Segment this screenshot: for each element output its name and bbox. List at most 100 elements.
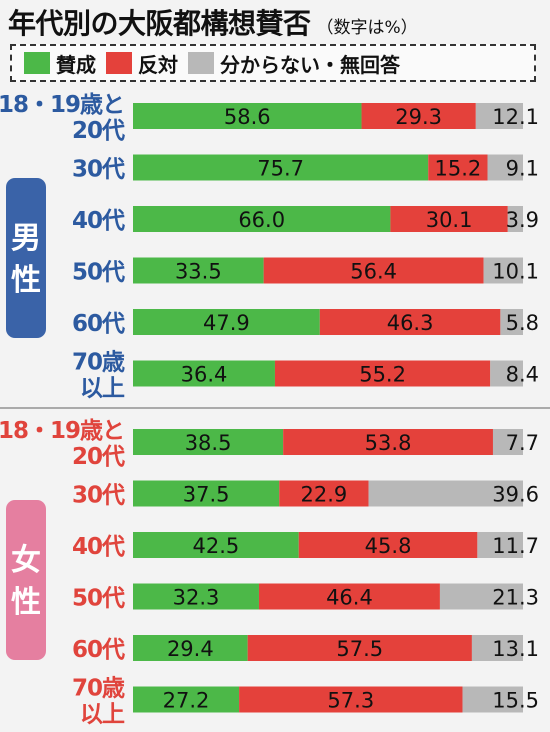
group-badge-char: 性 [11, 585, 41, 620]
legend-item-disagree: 反対 [106, 49, 178, 78]
bar-segment-disagree [390, 206, 508, 232]
data-label-agree: 47.9 [203, 311, 250, 335]
data-label-disagree: 46.4 [326, 586, 373, 610]
data-label-disagree: 15.2 [434, 157, 481, 181]
category-label: 以上 [80, 702, 125, 728]
data-label-disagree: 57.5 [336, 637, 383, 661]
data-label-agree: 66.0 [238, 208, 285, 232]
group-badge-char: 性 [11, 263, 41, 298]
data-label-agree: 37.5 [183, 483, 230, 507]
bar-segment-unknown [439, 583, 523, 610]
data-label-agree: 58.6 [224, 105, 271, 129]
data-label-disagree: 30.1 [426, 208, 473, 232]
title-main: 年代別の大阪都構想賛否 [8, 7, 311, 40]
category-label: 60代 [72, 637, 125, 663]
bar-segment-unknown [500, 309, 523, 335]
bar-segment-agree [133, 532, 299, 558]
bar-segment-disagree [283, 429, 493, 455]
group-badge-char: 男 [11, 221, 41, 256]
data-label-unknown: 15.5 [492, 689, 539, 713]
legend-label-unknown: 分からない・無回答 [220, 52, 400, 77]
bar-segment-unknown [368, 480, 523, 507]
bar-segment-disagree [319, 309, 501, 335]
data-label-disagree: 29.3 [395, 105, 442, 129]
bar-segment-unknown [477, 532, 523, 558]
data-label-disagree: 45.8 [365, 534, 412, 558]
bar-segment-unknown [483, 257, 523, 284]
data-label-agree: 29.4 [167, 637, 214, 661]
bar-segment-agree [133, 480, 280, 507]
category-label: 40代 [72, 208, 125, 234]
bar-segment-agree [133, 103, 362, 129]
category-label: 70歳 [72, 676, 125, 702]
legend-item-unknown: 分からない・無回答 [188, 49, 400, 78]
category-label: 20代 [72, 444, 125, 470]
bar-segment-unknown [462, 686, 523, 713]
bar-segment-agree [133, 257, 264, 284]
bar-segment-disagree [239, 686, 463, 713]
legend-swatch-unknown [188, 52, 214, 74]
bar-segment-agree [133, 360, 275, 387]
bar-segment-unknown [507, 206, 523, 232]
data-label-unknown: 12.1 [492, 105, 539, 129]
bar-segment-agree [133, 154, 429, 181]
bar-segment-disagree [361, 103, 476, 129]
bar-segment-unknown [490, 360, 523, 387]
data-label-unknown: 11.7 [492, 534, 539, 558]
title-unit: （数字は%） [316, 18, 418, 38]
data-label-agree: 75.7 [257, 157, 304, 181]
data-label-agree: 38.5 [185, 431, 232, 455]
bar-segment-agree [133, 686, 240, 713]
data-label-disagree: 22.9 [301, 483, 348, 507]
bar-segment-unknown [492, 429, 523, 455]
data-label-disagree: 57.3 [327, 689, 374, 713]
bar-segment-disagree [428, 154, 488, 181]
bar-segment-disagree [258, 583, 440, 610]
bar-segment-disagree [274, 360, 491, 387]
legend: 賛成 反対 分からない・無回答 [10, 44, 536, 82]
bar-segment-agree [133, 309, 320, 335]
data-label-unknown: 7.7 [506, 431, 539, 455]
bar-segment-agree [133, 635, 248, 661]
category-label: 30代 [72, 157, 125, 183]
legend-label-agree: 賛成 [56, 52, 96, 77]
legend-swatch-agree [24, 52, 50, 74]
category-label: 20代 [72, 118, 125, 144]
chart-title: 年代別の大阪都構想賛否 （数字は%） [8, 2, 418, 42]
bar-segment-unknown [475, 103, 523, 129]
data-label-unknown: 39.6 [492, 483, 539, 507]
data-label-unknown: 5.8 [506, 311, 539, 335]
data-label-agree: 42.5 [192, 534, 239, 558]
data-label-unknown: 13.1 [492, 637, 539, 661]
bar-segment-disagree [247, 635, 472, 661]
data-label-disagree: 53.8 [365, 431, 412, 455]
data-label-unknown: 21.3 [492, 586, 539, 610]
data-label-agree: 27.2 [163, 689, 210, 713]
section-divider [0, 407, 550, 409]
bar-segment-agree [133, 429, 284, 455]
data-label-unknown: 9.1 [506, 157, 539, 181]
legend-label-disagree: 反対 [138, 52, 178, 77]
bar-segment-disagree [279, 480, 369, 507]
data-label-unknown: 8.4 [506, 363, 539, 387]
data-label-agree: 33.5 [175, 260, 222, 284]
bar-segment-agree [133, 206, 391, 232]
data-label-disagree: 46.3 [387, 311, 434, 335]
group-badge [6, 500, 46, 660]
category-label: 70歳 [72, 350, 125, 376]
group-badge [6, 178, 46, 338]
category-label: 30代 [72, 483, 125, 509]
bar-segment-disagree [298, 532, 478, 558]
category-label: 18・19歳と [0, 92, 124, 118]
legend-item-agree: 賛成 [24, 49, 96, 78]
bar-segment-unknown [487, 154, 523, 181]
category-label: 以上 [80, 376, 125, 402]
data-label-unknown: 3.9 [506, 208, 539, 232]
data-label-disagree: 55.2 [359, 363, 406, 387]
data-label-unknown: 10.1 [492, 260, 539, 284]
category-label: 50代 [72, 260, 125, 286]
group-badge-char: 女 [11, 543, 41, 578]
bar-segment-unknown [471, 635, 523, 661]
data-label-disagree: 56.4 [350, 260, 397, 284]
